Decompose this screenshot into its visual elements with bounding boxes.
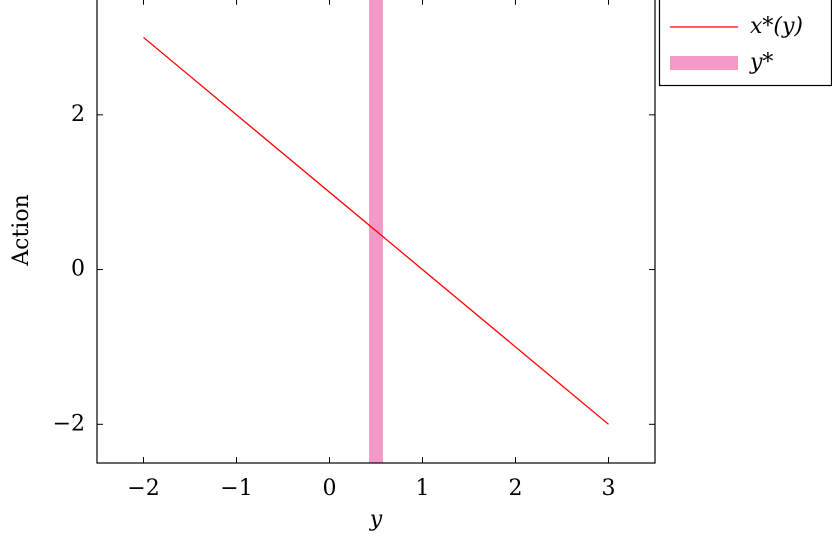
x-tick-label: 1 [416,476,430,501]
y-axis-label: Action [9,194,34,267]
x-tick-label: 3 [602,476,616,501]
plot-frame [96,0,656,464]
y-tick-label: 0 [71,257,85,282]
x-tick-label: 2 [509,476,523,501]
x-tick-label: −1 [220,476,252,501]
y-tick-label: 2 [71,102,85,127]
y-tick-label: −2 [53,411,85,436]
x-tick-label: 0 [323,476,337,501]
x-axis-label: y [369,507,383,532]
legend-box [658,0,832,87]
legend-label: x*(y) [750,14,803,39]
line [143,36,609,425]
legend-label: y* [749,50,773,75]
x-tick-label: −2 [127,476,159,501]
